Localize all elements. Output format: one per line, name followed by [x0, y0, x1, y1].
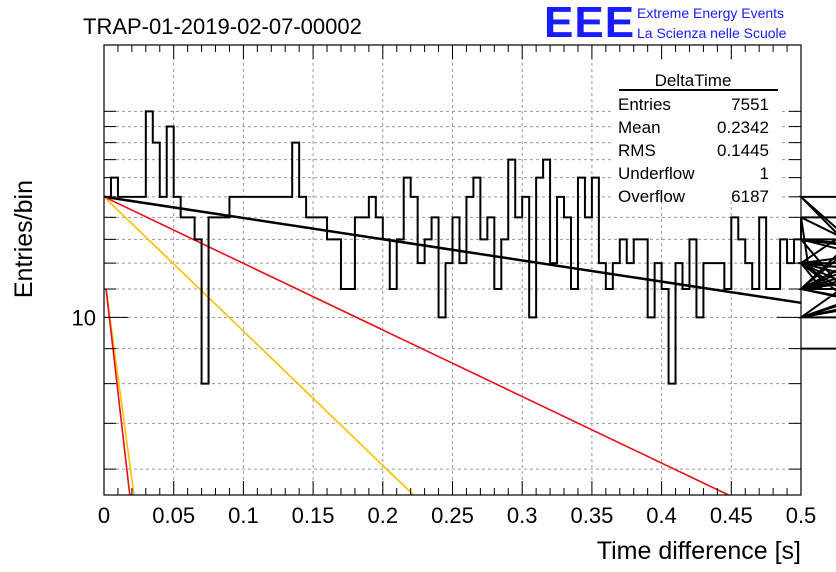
stats-label-underflow: Underflow: [618, 164, 695, 183]
x-tick-label: 0.25: [431, 503, 474, 528]
x-tick-label: 0.15: [292, 503, 335, 528]
stats-label-rms: RMS: [618, 141, 656, 160]
stats-value-rms: 0.1445: [717, 141, 769, 160]
x-tick-label: 0.3: [507, 503, 538, 528]
chart-axes: [103, 44, 802, 496]
y-tick-labels: 10: [72, 305, 96, 330]
chart-title: TRAP-01-2019-02-07-00002: [83, 14, 362, 39]
stats-label-overflow: Overflow: [618, 187, 686, 206]
histogram: [104, 110, 836, 385]
x-tick-label: 0.35: [570, 503, 613, 528]
fit-line-2: [103, 196, 415, 496]
stats-value-underflow: 1: [760, 164, 769, 183]
logo-caption-line1: Extreme Energy Events: [637, 5, 784, 21]
logo-caption-line2: La Scienza nelle Scuole: [637, 25, 787, 41]
x-tick-label: 0.1: [228, 503, 259, 528]
stats-title: DeltaTime: [655, 71, 732, 90]
stats-box: DeltaTime Entries 7551 Mean 0.2342 RMS 0…: [613, 62, 781, 206]
x-tick-label: 0.4: [646, 503, 677, 528]
stats-value-overflow: 6187: [731, 187, 769, 206]
fit-line-4: [105, 288, 131, 496]
x-tick-label: 0.45: [710, 503, 753, 528]
x-axis-label: Time difference [s]: [597, 537, 801, 565]
stats-value-mean: 0.2342: [717, 118, 769, 137]
stats-value-entries: 7551: [731, 95, 769, 114]
x-tick-label: 0.5: [786, 503, 817, 528]
plot-frame: [103, 44, 802, 496]
eee-logo: EEE: [544, 0, 635, 47]
stats-label-mean: Mean: [618, 118, 661, 137]
x-tick-labels: 0 0.05 0.1 0.15 0.2 0.25 0.3 0.35 0.4 0.45 0.5: [98, 503, 816, 528]
histogram-outline: [104, 110, 836, 385]
y-axis-label: Entries/bin: [10, 180, 38, 298]
x-tick-label: 0.2: [368, 503, 399, 528]
x-tick-label: 0: [98, 503, 110, 528]
x-tick-label: 0.05: [152, 503, 195, 528]
y-tick-label: 10: [72, 305, 96, 330]
stats-label-entries: Entries: [618, 95, 671, 114]
